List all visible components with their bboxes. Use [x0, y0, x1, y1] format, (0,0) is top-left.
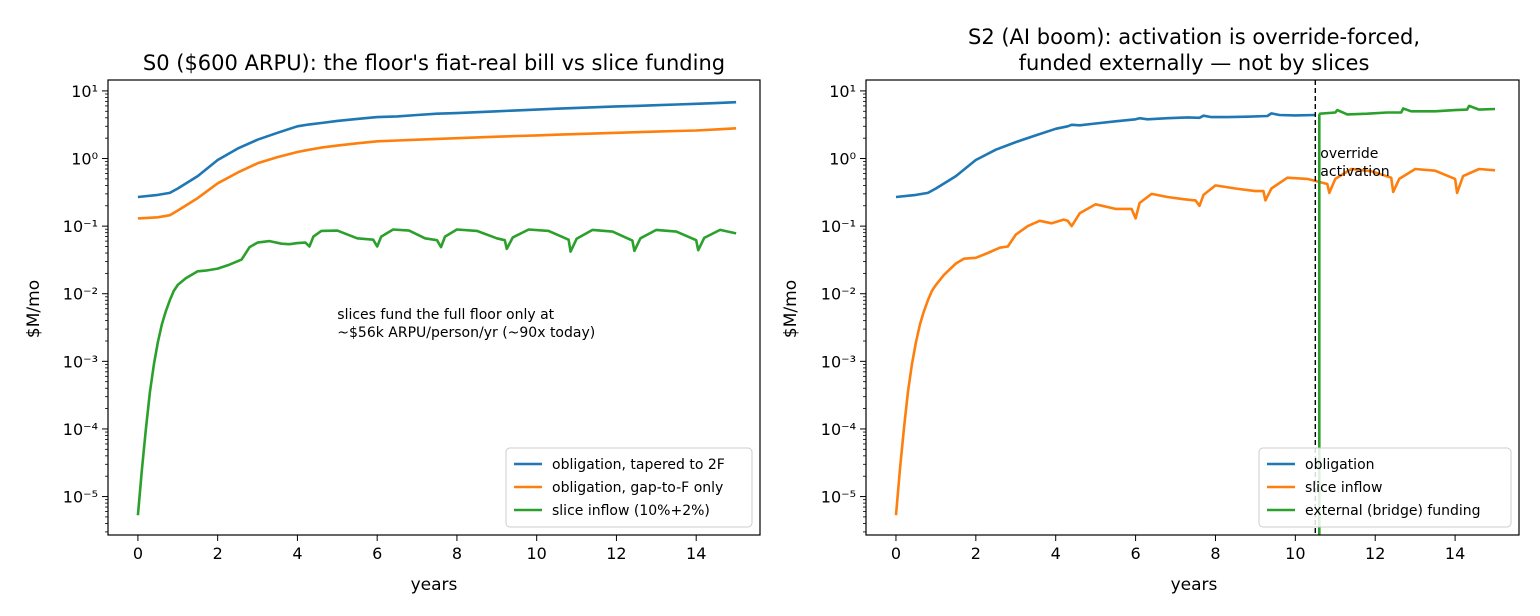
- y-tick-label: 10⁻³: [821, 352, 856, 371]
- legend-entry: external (bridge) funding: [1305, 503, 1481, 519]
- series-line: [1318, 104, 1496, 535]
- series-line: [136, 228, 737, 516]
- annotation-text: ~$56k ARPU/person/yr (~90x today): [337, 325, 595, 341]
- x-tick-label: 4: [1051, 544, 1061, 563]
- chart-right-ylabel: $M/mo: [781, 280, 801, 338]
- chart-left-xlabel: years: [411, 575, 458, 595]
- x-tick-label: 0: [133, 544, 143, 563]
- y-tick-label: 10⁻⁵: [63, 488, 98, 507]
- chart-left-ylabel: $M/mo: [24, 280, 44, 338]
- annotation-text: slices fund the full floor only at: [337, 307, 554, 323]
- x-tick-label: 2: [971, 544, 981, 563]
- y-tick-label: 10⁰: [829, 150, 856, 169]
- chart-right-ticks: 0 2 4 6 8 10 12 14 10⁻⁵ 10⁻⁴ 10⁻³ 10⁻² 10⁻¹ 10⁰ 10¹: [821, 82, 1465, 563]
- y-tick-label: 10⁻²: [63, 285, 98, 304]
- vline-label: override: [1320, 146, 1378, 162]
- y-tick-label: 10⁻⁴: [821, 420, 856, 439]
- x-tick-label: 10: [1285, 544, 1305, 563]
- y-tick-label: 10¹: [829, 82, 856, 101]
- series-line: [894, 167, 1496, 516]
- x-tick-label: 0: [891, 544, 901, 563]
- chart-left-axes-frame: [107, 79, 761, 536]
- y-tick-label: 10⁻¹: [63, 217, 98, 236]
- legend-entry: obligation, gap-to-F only: [552, 480, 723, 496]
- y-tick-label: 10⁻⁴: [63, 420, 98, 439]
- x-tick-label: 12: [606, 544, 626, 563]
- legend-entry: slice inflow: [1305, 480, 1382, 496]
- y-tick-label: 10⁻³: [63, 352, 98, 371]
- series-line: [895, 112, 1316, 199]
- chart-right-legend: obligation slice inflow external (bridge) …: [1258, 447, 1512, 528]
- y-tick-label: 10⁻⁵: [821, 488, 856, 507]
- chart-right-axes-frame: [865, 79, 1520, 536]
- x-tick-label: 14: [686, 544, 706, 563]
- series-line: [137, 100, 737, 199]
- chart-left-legend: obligation, tapered to 2F obligation, gap…: [505, 447, 753, 528]
- y-tick-label: 10¹: [71, 82, 98, 101]
- chart-left-ticks: 0 2 4 6 8 10 12 14 10⁻⁵ 10⁻⁴ 10⁻³ 10⁻² 10⁻¹ 10⁰ 10¹: [63, 82, 707, 563]
- chart-left-series-lines: [136, 100, 737, 516]
- legend-entry: obligation: [1305, 457, 1375, 473]
- legend-box: [505, 447, 753, 528]
- x-tick-label: 10: [527, 544, 547, 563]
- legend-entry: obligation, tapered to 2F: [552, 457, 725, 473]
- chart-right-title: S2 (AI boom): activation is override-for…: [968, 25, 1420, 49]
- x-tick-label: 8: [452, 544, 462, 563]
- vline-label: activation: [1320, 164, 1389, 180]
- chart-right-series-lines: [894, 104, 1496, 535]
- y-tick-label: 10⁻²: [821, 285, 856, 304]
- chart-left: S0 ($600 ARPU): the floor's fiat-real bi…: [24, 51, 761, 595]
- chart-right: S2 (AI boom): activation is override-for…: [781, 25, 1520, 595]
- y-tick-label: 10⁰: [71, 150, 98, 169]
- x-tick-label: 4: [292, 544, 302, 563]
- legend-box: [1258, 447, 1512, 528]
- chart-left-title: S0 ($600 ARPU): the floor's fiat-real bi…: [143, 51, 725, 75]
- x-tick-label: 12: [1365, 544, 1385, 563]
- x-tick-label: 2: [213, 544, 223, 563]
- y-tick-label: 10⁻¹: [821, 217, 856, 236]
- x-tick-label: 8: [1210, 544, 1220, 563]
- x-tick-label: 6: [372, 544, 382, 563]
- legend-entry: slice inflow (10%+2%): [552, 503, 710, 519]
- chart-right-subtitle: funded externally — not by slices: [1019, 51, 1370, 75]
- chart-right-xlabel: years: [1171, 575, 1218, 595]
- x-tick-label: 6: [1130, 544, 1140, 563]
- series-line: [137, 127, 737, 220]
- x-tick-label: 14: [1445, 544, 1465, 563]
- chart-left-annotation: slices fund the full floor only at ~$56k …: [337, 307, 595, 341]
